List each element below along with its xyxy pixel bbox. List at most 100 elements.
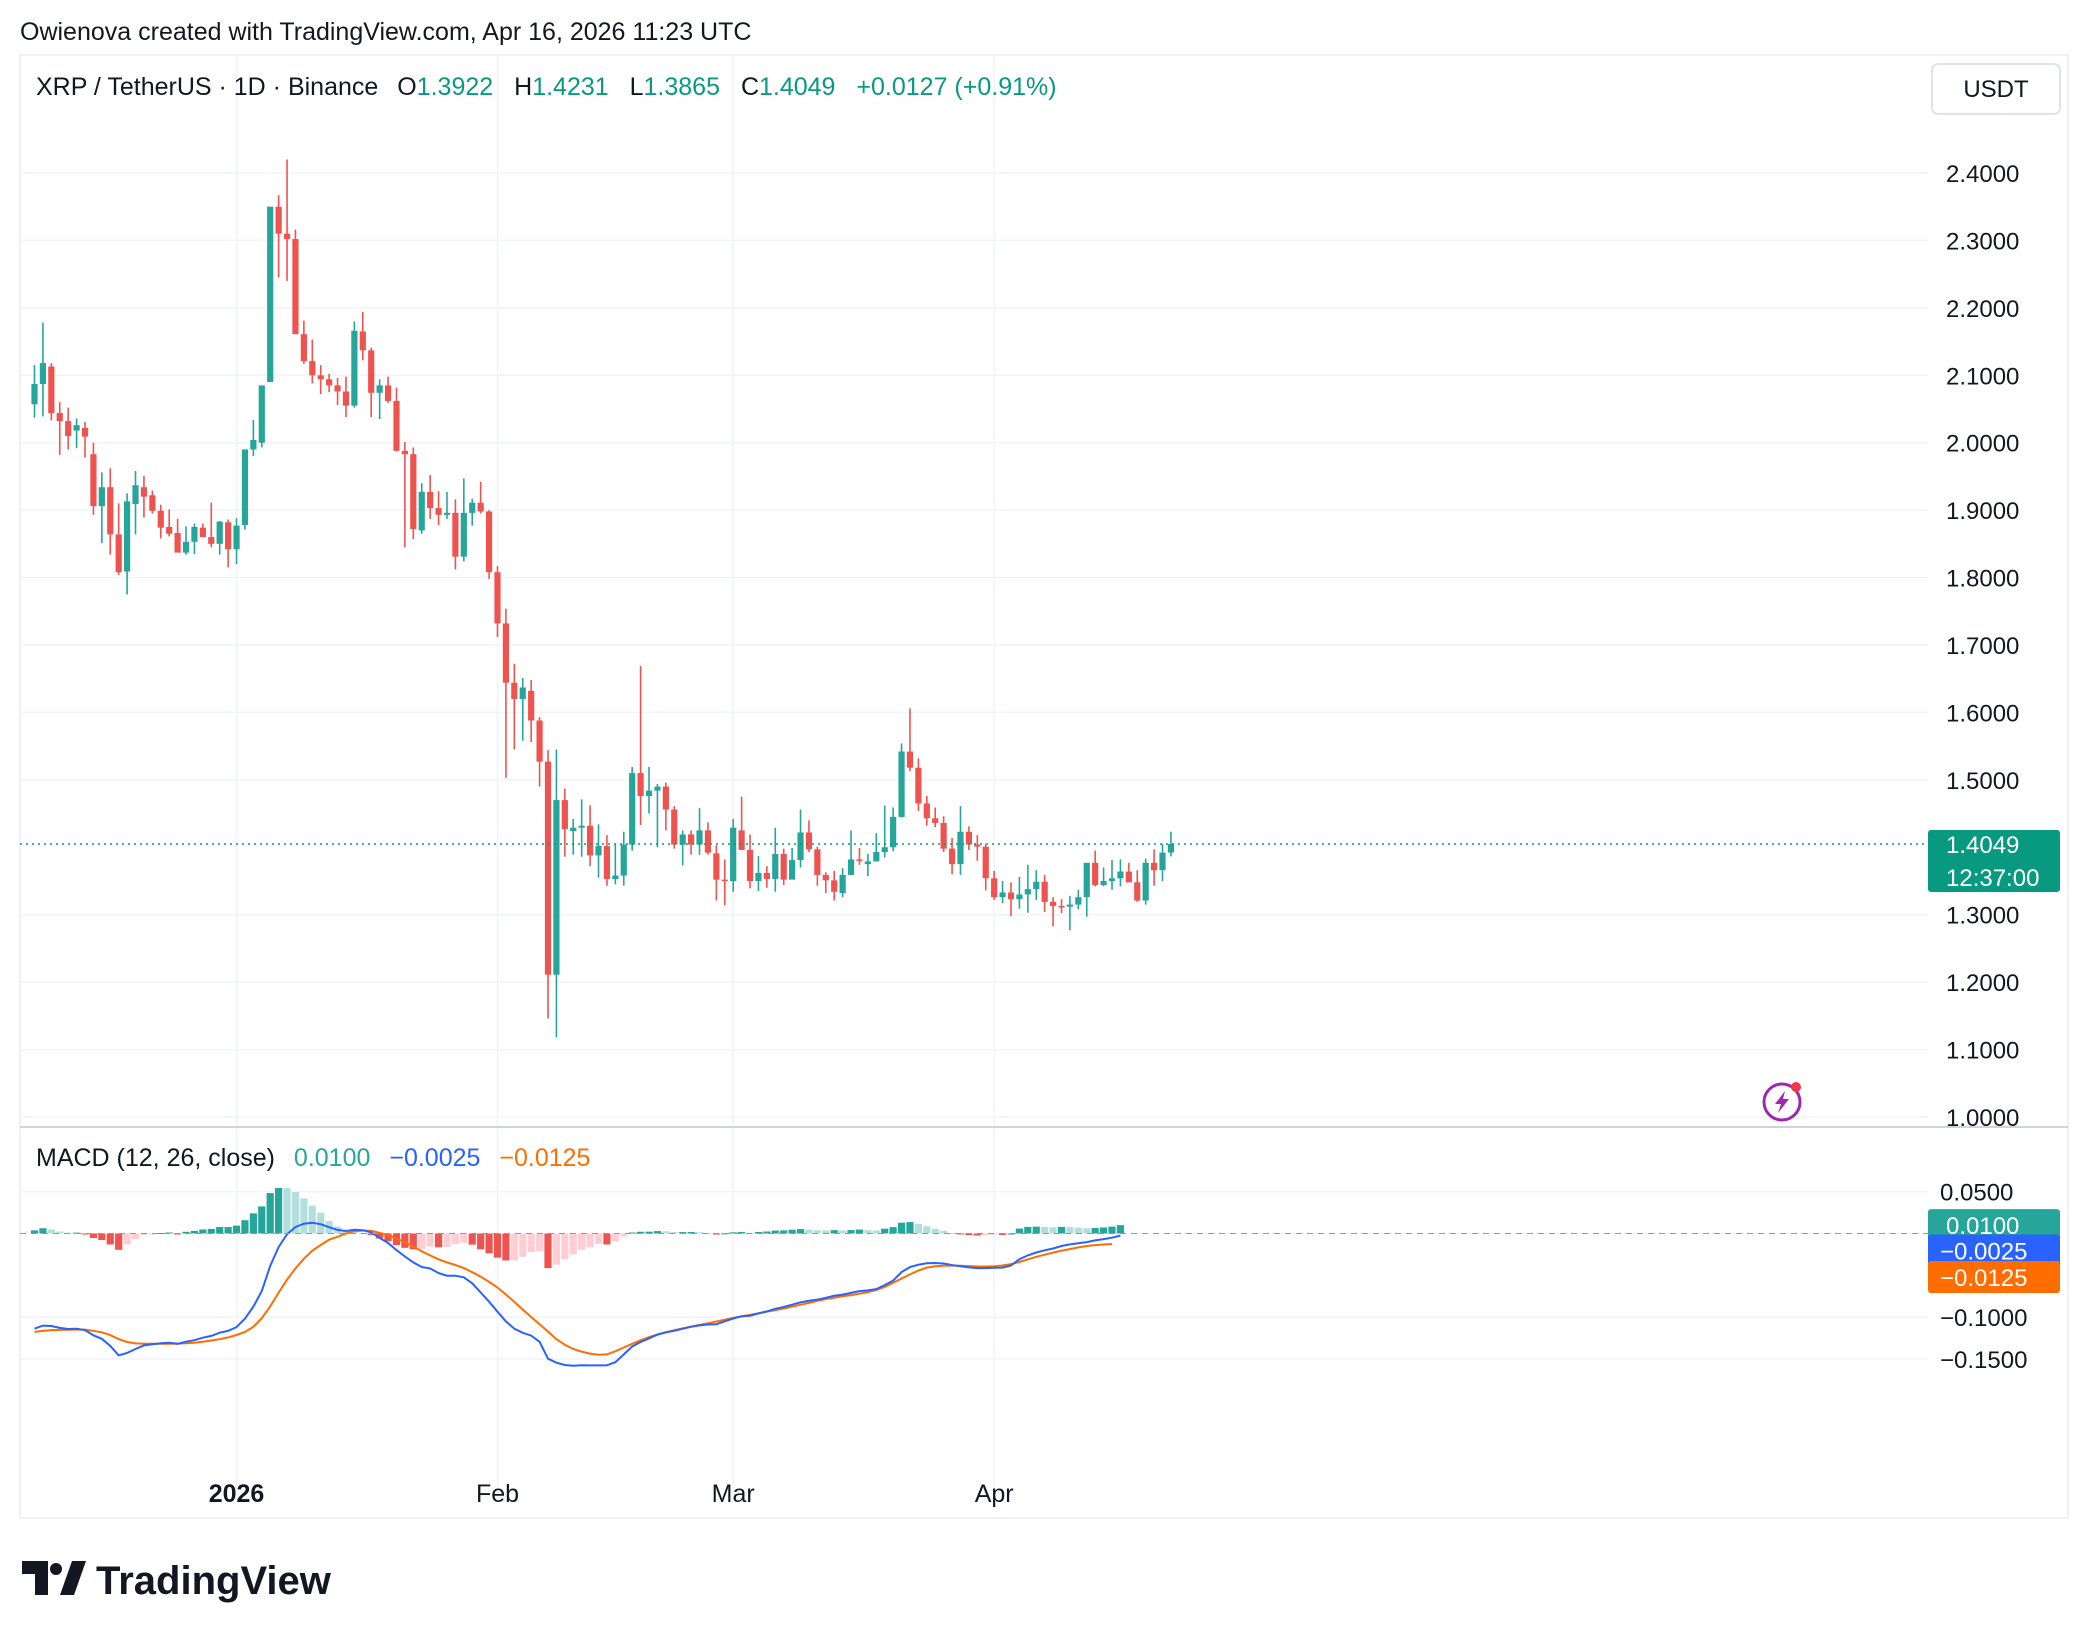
candle[interactable] bbox=[157, 504, 164, 539]
time-axis[interactable]: 2026 Feb Mar Apr bbox=[209, 1480, 1014, 1508]
candle[interactable] bbox=[805, 820, 813, 853]
candle[interactable] bbox=[864, 854, 871, 877]
candle[interactable] bbox=[982, 843, 989, 891]
candle[interactable] bbox=[317, 365, 324, 395]
candle[interactable] bbox=[494, 566, 501, 637]
candle[interactable] bbox=[267, 206, 274, 383]
candle[interactable] bbox=[890, 807, 897, 852]
candle[interactable] bbox=[140, 475, 148, 518]
candle[interactable] bbox=[1159, 843, 1166, 881]
candle[interactable] bbox=[132, 471, 139, 535]
candle[interactable] bbox=[948, 837, 956, 875]
candle[interactable] bbox=[107, 468, 114, 555]
candle[interactable] bbox=[671, 806, 678, 849]
candle[interactable] bbox=[1075, 889, 1082, 910]
candle[interactable] bbox=[216, 520, 223, 555]
candle[interactable] bbox=[401, 442, 408, 548]
candle[interactable] bbox=[789, 847, 796, 880]
candle[interactable] bbox=[1142, 858, 1149, 905]
candle[interactable] bbox=[1007, 882, 1015, 917]
candle[interactable] bbox=[326, 373, 333, 393]
candle[interactable] bbox=[746, 834, 754, 889]
candle[interactable] bbox=[873, 833, 880, 862]
candle[interactable] bbox=[561, 788, 568, 857]
candle[interactable] bbox=[578, 799, 585, 857]
candle[interactable] bbox=[822, 872, 829, 894]
macd-legend[interactable]: MACD (12, 26, close) 0.0100 −0.0025 −0.0… bbox=[36, 1144, 590, 1172]
candle[interactable] bbox=[797, 809, 804, 868]
candle[interactable] bbox=[991, 870, 998, 900]
candle[interactable] bbox=[469, 498, 476, 526]
candle[interactable] bbox=[730, 818, 737, 892]
candle[interactable] bbox=[334, 377, 341, 405]
candle[interactable] bbox=[932, 807, 939, 828]
candle[interactable] bbox=[233, 518, 240, 565]
candle[interactable] bbox=[502, 608, 510, 778]
candle[interactable] bbox=[443, 491, 451, 519]
candle[interactable] bbox=[553, 749, 560, 1038]
candle[interactable] bbox=[1167, 831, 1175, 857]
candle[interactable] bbox=[90, 442, 97, 515]
candle[interactable] bbox=[258, 385, 265, 448]
candle[interactable] bbox=[1033, 870, 1040, 900]
candle[interactable] bbox=[536, 717, 543, 787]
candle[interactable] bbox=[645, 767, 653, 814]
candle[interactable] bbox=[511, 663, 518, 750]
candle[interactable] bbox=[957, 806, 964, 875]
candle[interactable] bbox=[831, 870, 838, 901]
candle[interactable] bbox=[300, 320, 307, 364]
candle[interactable] bbox=[1100, 867, 1107, 887]
candle[interactable] bbox=[940, 816, 947, 853]
candle[interactable] bbox=[351, 321, 358, 408]
candle[interactable] bbox=[477, 481, 484, 514]
candle[interactable] bbox=[780, 848, 787, 886]
candle[interactable] bbox=[755, 856, 762, 892]
candle[interactable] bbox=[544, 750, 552, 1019]
candle[interactable] bbox=[915, 758, 922, 811]
candle[interactable] bbox=[65, 407, 72, 450]
candle[interactable] bbox=[1066, 895, 1074, 931]
candle[interactable] bbox=[662, 782, 669, 831]
candle[interactable] bbox=[283, 159, 291, 281]
currency-button[interactable]: USDT bbox=[1931, 63, 2061, 115]
candle[interactable] bbox=[98, 472, 105, 544]
candle[interactable] bbox=[393, 387, 400, 452]
candle[interactable] bbox=[73, 418, 80, 449]
candle[interactable] bbox=[898, 743, 905, 818]
candle[interactable] bbox=[1024, 864, 1031, 913]
candle[interactable] bbox=[460, 478, 467, 562]
candle[interactable] bbox=[1049, 897, 1057, 927]
candle[interactable] bbox=[1108, 860, 1116, 890]
candle[interactable] bbox=[612, 844, 619, 885]
candle[interactable] bbox=[81, 421, 89, 458]
candle[interactable] bbox=[410, 447, 417, 540]
candle[interactable] bbox=[359, 311, 366, 361]
price-axis[interactable]: 2.4000 2.3000 2.2000 2.1000 2.0000 1.9000 1.80… bbox=[1946, 161, 2019, 1132]
candle[interactable] bbox=[1134, 870, 1141, 902]
candle[interactable] bbox=[427, 475, 434, 519]
candle[interactable] bbox=[1041, 874, 1048, 913]
lightning-icon[interactable] bbox=[1762, 1082, 1802, 1122]
candle[interactable] bbox=[182, 526, 190, 555]
candle[interactable] bbox=[654, 783, 661, 848]
candle[interactable] bbox=[48, 363, 55, 421]
candle[interactable] bbox=[435, 491, 442, 525]
candle[interactable] bbox=[906, 708, 914, 772]
candle[interactable] bbox=[250, 419, 257, 457]
candle[interactable] bbox=[31, 365, 38, 418]
candle[interactable] bbox=[679, 830, 686, 866]
candle[interactable] bbox=[115, 503, 122, 575]
candle[interactable] bbox=[620, 831, 627, 886]
candle[interactable] bbox=[1016, 876, 1023, 909]
candle[interactable] bbox=[814, 846, 821, 886]
candle[interactable] bbox=[275, 195, 282, 278]
candle[interactable] bbox=[1117, 859, 1124, 887]
candle[interactable] bbox=[721, 859, 728, 906]
candle[interactable] bbox=[309, 339, 316, 384]
candle[interactable] bbox=[688, 830, 695, 855]
candle[interactable] bbox=[56, 402, 63, 455]
macd-axis[interactable]: 0.0500 −0.1000 −0.1500 bbox=[1940, 1180, 2027, 1374]
candle[interactable] bbox=[384, 376, 392, 403]
candle[interactable] bbox=[368, 347, 375, 418]
candle[interactable] bbox=[629, 767, 636, 851]
